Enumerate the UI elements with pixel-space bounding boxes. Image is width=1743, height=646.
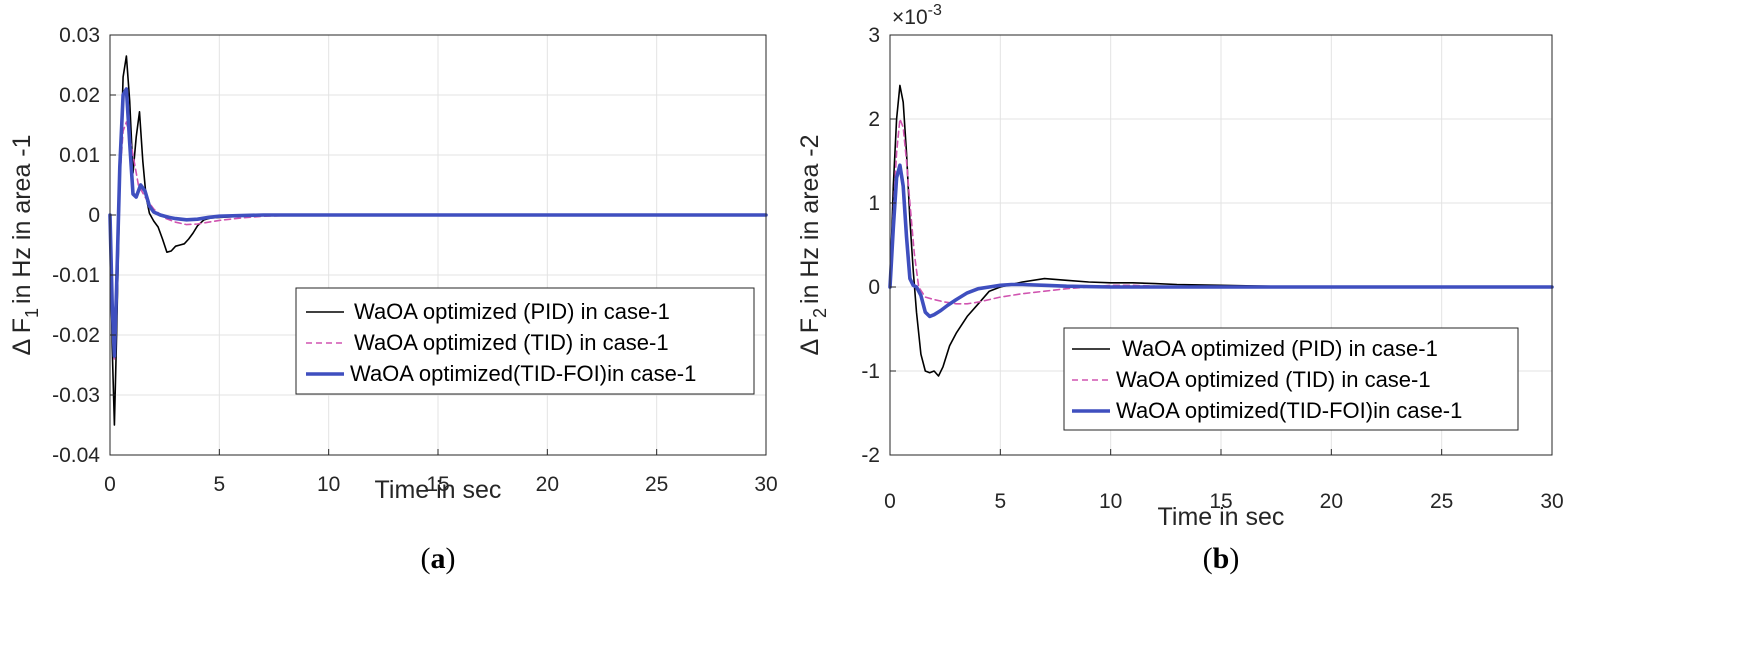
panel-a-chart: 0 5 10 15 20 25 30 0.03 0.02 0.01 0 -0.01 -0.02 -0.0… bbox=[8, 24, 778, 575]
panel-b-legend-label-pid: WaOA optimized (PID) in case-1 bbox=[1122, 336, 1438, 361]
panel-a-legend-label-tid-foi: WaOA optimized(TID-FOI)in case-1 bbox=[350, 361, 696, 386]
series-line-solid-thick bbox=[108, 87, 768, 358]
x-tick-label: 15 bbox=[1209, 490, 1232, 513]
panel-b-y-label-prefix: Δ F bbox=[796, 318, 824, 356]
y-tick-label: 0 bbox=[88, 204, 100, 227]
y-tick-label: 2 bbox=[868, 108, 880, 131]
panel-b-legend: WaOA optimized (PID) in case-1 WaOA opti… bbox=[1063, 327, 1519, 431]
y-tick-label: -0.04 bbox=[52, 444, 100, 467]
panel-a-y-ticks: 0.03 0.02 0.01 0 -0.01 -0.02 -0.03 -0.04 bbox=[52, 24, 116, 467]
panel-a-y-label-suffix: in Hz in area -1 bbox=[8, 134, 36, 304]
panel-b-y-ticks: 3 2 1 0 -1 -2 bbox=[861, 24, 896, 467]
panel-b-x-axis-label: Time in sec bbox=[1158, 503, 1285, 531]
y-tick-label: 0.01 bbox=[59, 144, 100, 167]
panel-a-caption-letter: a bbox=[431, 542, 446, 575]
panel-b-y-label-suffix: in Hz in area -2 bbox=[796, 134, 824, 304]
y-tick-label: 0.03 bbox=[59, 24, 100, 47]
panel-a-legend-label-tid: WaOA optimized (TID) in case-1 bbox=[354, 330, 669, 355]
panel-b-y-axis-label: Δ F2 in Hz in area -2 bbox=[796, 134, 830, 355]
x-tick-label: 0 bbox=[104, 473, 116, 496]
panel-b-x-ticks: 0 5 10 15 20 25 30 bbox=[884, 449, 1564, 513]
x-tick-label: 30 bbox=[1540, 490, 1563, 513]
panel-b-y-label-subscript: 2 bbox=[810, 308, 830, 318]
y-tick-label: 0.02 bbox=[59, 84, 100, 107]
x-tick-label: 0 bbox=[884, 490, 896, 513]
y-tick-label: 0 bbox=[868, 276, 880, 299]
x-tick-label: 10 bbox=[1099, 490, 1122, 513]
panel-b-legend-box bbox=[1063, 327, 1519, 431]
panel-b-legend-label-tid-foi: WaOA optimized(TID-FOI)in case-1 bbox=[1116, 398, 1462, 423]
panel-a-legend-label-pid: WaOA optimized (PID) in case-1 bbox=[354, 299, 670, 324]
y-tick-label: 3 bbox=[868, 24, 880, 47]
x-tick-label: 5 bbox=[213, 473, 225, 496]
panel-b-caption: (b) bbox=[1203, 542, 1240, 575]
y-tick-label: -1 bbox=[861, 360, 880, 383]
panel-a-y-label-subscript: 1 bbox=[22, 308, 42, 318]
panel-a-legend-box bbox=[295, 287, 755, 395]
y-tick-label: -0.01 bbox=[52, 264, 100, 287]
series-line-solid-thick bbox=[888, 163, 1554, 319]
panel-a-lines bbox=[108, 55, 768, 426]
x-tick-label: 20 bbox=[536, 473, 559, 496]
y-tick-label: -2 bbox=[861, 444, 880, 467]
panel-a-x-ticks: 0 5 10 15 20 25 30 bbox=[104, 449, 778, 496]
x-tick-label: 25 bbox=[645, 473, 668, 496]
panel-a-x-axis-label: Time in sec bbox=[375, 476, 502, 504]
panel-b-y-multiplier: ×10-3 bbox=[892, 2, 942, 29]
y-tick-label: -0.03 bbox=[52, 384, 100, 407]
x-tick-label: 25 bbox=[1430, 490, 1453, 513]
y-tick-label: 1 bbox=[868, 192, 880, 215]
y-tick-label: -0.02 bbox=[52, 324, 100, 347]
panel-a-legend: WaOA optimized (PID) in case-1 WaOA opti… bbox=[295, 287, 755, 395]
panel-b-y-multiplier-exponent: -3 bbox=[928, 2, 942, 19]
panel-a-y-label-prefix: Δ F bbox=[8, 318, 36, 356]
panel-b-legend-label-tid: WaOA optimized (TID) in case-1 bbox=[1116, 367, 1431, 392]
panel-b-caption-letter: b bbox=[1213, 542, 1230, 575]
x-tick-label: 30 bbox=[754, 473, 777, 496]
panel-a-caption: (a) bbox=[421, 542, 456, 575]
x-tick-label: 10 bbox=[317, 473, 340, 496]
panel-b-y-multiplier-base: ×10 bbox=[892, 6, 928, 29]
x-tick-label: 5 bbox=[994, 490, 1006, 513]
x-tick-label: 15 bbox=[426, 473, 449, 496]
panel-a-y-axis-label: Δ F1 in Hz in area -1 bbox=[8, 134, 42, 355]
x-tick-label: 20 bbox=[1320, 490, 1343, 513]
panel-b-lines bbox=[888, 84, 1554, 377]
